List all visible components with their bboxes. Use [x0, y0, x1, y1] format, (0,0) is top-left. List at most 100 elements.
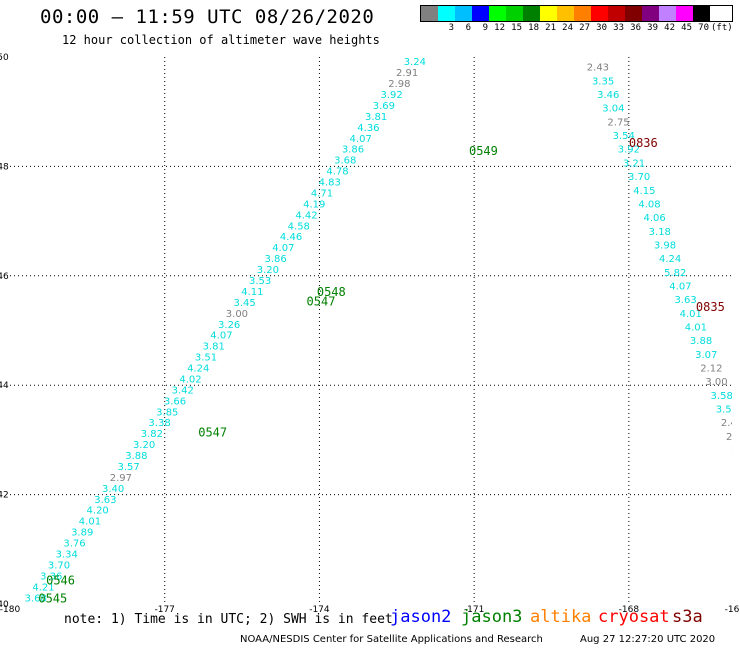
color-legend-label: 15 [511, 23, 522, 33]
wave-height-label: 4.83 [319, 178, 341, 189]
color-swatch [523, 6, 540, 21]
wave-height-label: 3.86 [264, 254, 286, 265]
wave-height-label: 4.07 [272, 243, 294, 254]
wave-height-label: 4.01 [680, 309, 702, 320]
color-swatch [540, 6, 557, 21]
wave-height-label: 3.42 [172, 385, 194, 396]
wave-height-label: 3.88 [690, 336, 712, 347]
wave-height-label: 2.42 [419, 35, 441, 46]
wave-height-label: 3.86 [342, 145, 364, 156]
wave-height-label: 3.53 [249, 276, 271, 287]
y-tick-label: 46 [0, 272, 9, 282]
wave-height-label: 4.46 [280, 232, 302, 243]
data-layer: 3.684.213.363.703.343.763.894.014.203.63… [25, 0, 740, 604]
wave-height-label: 3.68 [25, 593, 47, 604]
wave-height-label: 3.43 [561, 0, 583, 5]
wave-height-label: 2.98 [388, 79, 410, 90]
wave-height-label: 3.89 [71, 528, 93, 539]
wave-height-label: 2.40 [721, 418, 740, 429]
wave-height-label: 3.66 [164, 396, 186, 407]
satellite-legend-jason3: jason3 [461, 607, 523, 627]
y-tick-label: 42 [0, 491, 9, 501]
color-swatch [676, 6, 693, 21]
wave-height-label: 3.93 [450, 0, 472, 3]
wave-height-label: 3.68 [334, 156, 356, 167]
wave-height-label: 3.70 [628, 172, 650, 183]
generated-timestamp: Aug 27 12:27:20 UTC 2020 [580, 634, 716, 645]
wave-height-label: 4.07 [669, 281, 691, 292]
wave-height-label: 3.70 [48, 560, 70, 571]
color-legend-label: 70 [698, 23, 709, 33]
color-legend-label: 36 [630, 23, 641, 33]
wave-height-label: 4.01 [685, 323, 707, 334]
wave-height-label: 4.78 [326, 167, 348, 178]
wave-height-label: 4.71 [311, 188, 333, 199]
wave-height-label: 4.24 [187, 364, 209, 375]
wave-height-label: 2.12 [700, 364, 722, 375]
color-legend-swatches [420, 5, 733, 22]
wave-height-label: 3.58 [711, 391, 733, 402]
color-swatch [489, 6, 506, 21]
wave-height-label: 3.81 [203, 342, 225, 353]
y-tick-label: 44 [0, 381, 9, 391]
color-swatch [642, 6, 659, 21]
wave-height-label: 1.81 [576, 35, 598, 46]
color-legend-label: 6 [465, 23, 471, 33]
wave-height-label: 4.08 [638, 199, 660, 210]
wave-height-label: 3.82 [141, 429, 163, 440]
wave-height-label: 2.43 [731, 446, 740, 457]
wave-height-label: 3.40 [102, 484, 124, 495]
wave-height-label: 3.26 [582, 49, 604, 60]
wave-height-label: 3.54 [613, 131, 635, 142]
pass-time-label: 0549 [469, 144, 498, 158]
color-legend: 3 6 9 12 15 18 21 24 27 30 33 36 39 42 45 70 (ft) [420, 5, 733, 33]
color-legend-label: 33 [613, 23, 624, 33]
wave-height-label: 3.63 [674, 295, 696, 306]
wave-height-label: 3.85 [156, 407, 178, 418]
wave-height-label: 2.97 [110, 473, 132, 484]
color-swatch [438, 6, 455, 21]
wave-height-label: 2.88 [736, 459, 740, 470]
wave-height-label: 3.69 [373, 101, 395, 112]
wave-height-label: 3.38 [148, 418, 170, 429]
color-legend-label: 9 [482, 23, 488, 33]
pass-time-label: 0836 [629, 136, 658, 150]
wave-height-label: 3.35 [592, 76, 614, 87]
x-tick-label: -16 [725, 605, 740, 615]
wave-height-label: 3.12 [566, 8, 588, 19]
wave-height-label: 4.24 [659, 254, 681, 265]
wave-height-label: 4.19 [303, 199, 325, 210]
x-tick-label: -180 [0, 605, 20, 615]
wave-height-label: 2.79 [571, 22, 593, 33]
pass-time-label: 0548 [317, 285, 346, 299]
wave-height-label: 4.58 [288, 221, 310, 232]
wave-height-label: 3.20 [257, 265, 279, 276]
color-legend-label: 24 [562, 23, 573, 33]
color-legend-label: 45 [681, 23, 692, 33]
wave-height-label: 2.53 [435, 13, 457, 24]
wave-height-label: 4.15 [633, 186, 655, 197]
wave-height-label: 4.11 [241, 287, 263, 298]
color-swatch [557, 6, 574, 21]
color-legend-label: 21 [545, 23, 556, 33]
footer-note: note: 1) Time is in UTC; 2) SWH is in fe… [64, 612, 393, 627]
color-legend-labels: 3 6 9 12 15 18 21 24 27 30 33 36 39 42 45 70 (ft) [420, 23, 733, 33]
wave-height-label: 3.26 [218, 320, 240, 331]
satellite-legend-s3a: s3a [672, 607, 703, 627]
color-legend-label: 42 [664, 23, 675, 33]
wave-height-label: 4.42 [295, 210, 317, 221]
color-legend-label: 18 [528, 23, 539, 33]
color-swatch [421, 6, 438, 21]
pass-time-label: 0835 [696, 300, 725, 314]
x-tick-label: -177 [154, 605, 174, 615]
x-tick-label: -168 [619, 605, 640, 615]
wave-height-label: 3.88 [125, 451, 147, 462]
wave-height-label: 3.57 [117, 462, 139, 473]
satellite-legend-jason2: jason2 [390, 607, 452, 627]
wave-height-label: 4.06 [644, 213, 666, 224]
pass-time-label: 0547 [307, 294, 336, 308]
wave-height-label: 3.51 [195, 353, 217, 364]
wave-height-label: 3.18 [649, 227, 671, 238]
color-legend-label: 39 [647, 23, 658, 33]
